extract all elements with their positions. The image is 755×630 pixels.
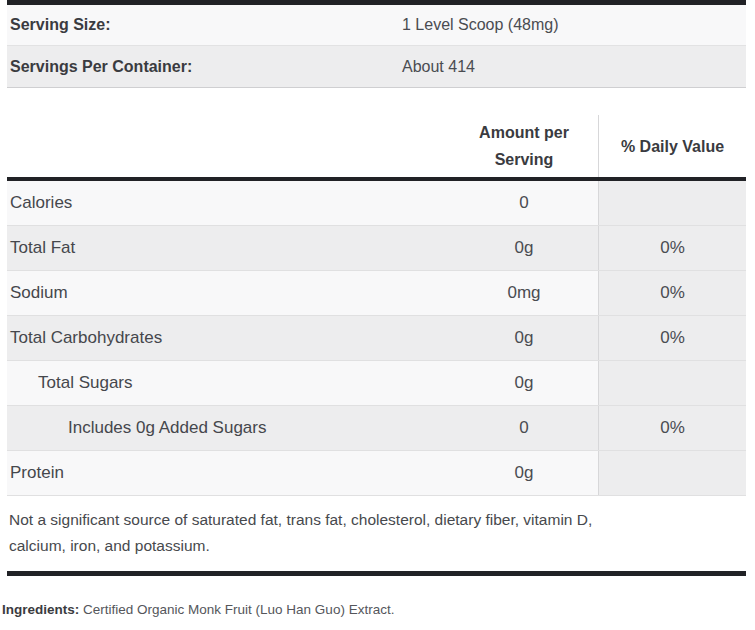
- footnote: Not a significant source of saturated fa…: [7, 496, 746, 576]
- supplement-facts-label: Serving Size: 1 Level Scoop (48mg) Servi…: [7, 0, 746, 576]
- footnote-line-2: calcium, iron, and potassium.: [9, 533, 716, 559]
- nutrient-daily-value: 0%: [598, 316, 746, 360]
- nutrient-label: Total Carbohydrates: [7, 316, 450, 360]
- nutrient-label: Total Sugars: [7, 361, 450, 405]
- ingredients-value: Certified Organic Monk Fruit (Luo Han Gu…: [83, 602, 394, 617]
- table-row-protein: Protein 0g: [7, 451, 746, 496]
- nutrient-label: Total Fat: [7, 226, 450, 270]
- nutrient-amount: 0: [450, 181, 598, 225]
- nutrient-amount: 0g: [450, 361, 598, 405]
- table-row-calories: Calories 0: [7, 181, 746, 226]
- table-row-total-sugars: Total Sugars 0g: [7, 361, 746, 406]
- ingredients-label: Ingredients:: [2, 602, 79, 617]
- nutrient-amount: 0g: [450, 226, 598, 270]
- nutrient-daily-value: [598, 181, 746, 225]
- nutrient-amount: 0g: [450, 451, 598, 495]
- serving-size-value: 1 Level Scoop (48mg): [402, 16, 559, 34]
- nutrient-daily-value: [598, 451, 746, 495]
- nutrient-label: Includes 0g Added Sugars: [7, 406, 450, 450]
- servings-per-container-value: About 414: [402, 58, 475, 76]
- nutrient-amount: 0g: [450, 316, 598, 360]
- nutrition-facts-table: Amount per Serving % Daily Value Calorie…: [7, 115, 746, 576]
- nutrient-daily-value: 0%: [598, 406, 746, 450]
- serving-info-section: Serving Size: 1 Level Scoop (48mg) Servi…: [7, 0, 746, 88]
- table-row-sodium: Sodium 0mg 0%: [7, 271, 746, 316]
- nutrient-label: Protein: [7, 451, 450, 495]
- nutrient-label: Sodium: [7, 271, 450, 315]
- nutrient-label: Calories: [7, 181, 450, 225]
- table-row-total-fat: Total Fat 0g 0%: [7, 226, 746, 271]
- nutrient-daily-value: [598, 361, 746, 405]
- nutrient-amount: 0: [450, 406, 598, 450]
- facts-header-row: Amount per Serving % Daily Value: [7, 115, 746, 181]
- daily-value-header: % Daily Value: [598, 115, 746, 177]
- nutrient-amount: 0mg: [450, 271, 598, 315]
- amount-per-serving-header: Amount per Serving: [450, 115, 598, 177]
- ingredients-line: Ingredients: Certified Organic Monk Frui…: [2, 602, 755, 617]
- nutrient-daily-value: 0%: [598, 226, 746, 270]
- servings-per-container-label: Servings Per Container:: [7, 58, 402, 76]
- table-row-added-sugars: Includes 0g Added Sugars 0 0%: [7, 406, 746, 451]
- serving-size-row: Serving Size: 1 Level Scoop (48mg): [7, 5, 746, 46]
- table-row-total-carbohydrates: Total Carbohydrates 0g 0%: [7, 316, 746, 361]
- nutrient-daily-value: 0%: [598, 271, 746, 315]
- footnote-line-1: Not a significant source of saturated fa…: [9, 507, 716, 533]
- serving-size-label: Serving Size:: [7, 16, 402, 34]
- servings-per-container-row: Servings Per Container: About 414: [7, 46, 746, 87]
- header-spacer: [7, 115, 450, 177]
